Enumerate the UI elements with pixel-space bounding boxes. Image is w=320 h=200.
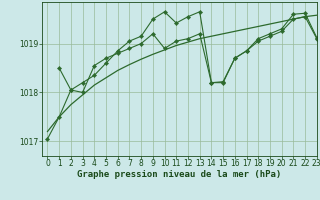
X-axis label: Graphe pression niveau de la mer (hPa): Graphe pression niveau de la mer (hPa)	[77, 170, 281, 179]
